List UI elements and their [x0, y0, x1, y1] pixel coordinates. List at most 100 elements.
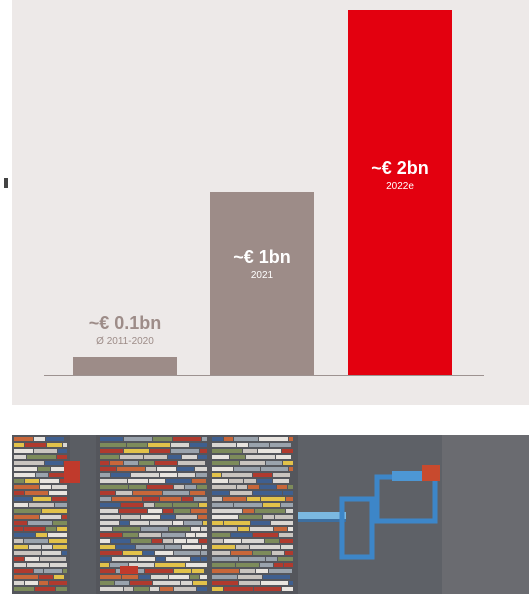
container-block	[160, 497, 181, 501]
container-block	[223, 497, 246, 501]
container-block	[200, 449, 207, 453]
container-block	[147, 485, 173, 489]
container-block	[177, 467, 194, 471]
bar-value-label-1: ~€ 1bn	[233, 246, 291, 267]
container-block	[116, 545, 135, 549]
container-block	[120, 455, 143, 459]
container-block	[263, 575, 290, 579]
container-block	[129, 485, 146, 489]
container-block	[100, 455, 119, 459]
container-block	[289, 467, 293, 471]
container-block	[212, 491, 229, 495]
container-block	[261, 581, 288, 585]
container-block	[243, 509, 254, 513]
container-block	[14, 551, 41, 555]
container-block	[143, 497, 159, 501]
container-block	[283, 461, 293, 465]
container-block	[212, 521, 223, 525]
container-block	[130, 521, 149, 525]
container-block	[247, 497, 260, 501]
container-block	[250, 545, 280, 549]
container-block	[145, 569, 173, 573]
container-block	[285, 551, 293, 555]
container-block	[112, 557, 137, 561]
container-block	[14, 557, 24, 561]
container-block	[248, 485, 259, 489]
container-block	[193, 581, 207, 585]
container-block	[176, 515, 197, 519]
container-block	[212, 449, 242, 453]
container-block	[234, 467, 260, 471]
container-block	[197, 485, 207, 489]
container-block	[139, 575, 150, 579]
container-block	[289, 437, 293, 441]
container-block	[195, 467, 207, 471]
container-block	[212, 437, 223, 441]
container-block	[186, 533, 195, 537]
container-block	[263, 515, 274, 519]
container-block	[25, 557, 39, 561]
container-block	[14, 575, 38, 579]
container-block	[100, 563, 109, 567]
container-block	[14, 497, 32, 501]
container-block	[57, 527, 67, 531]
container-block	[27, 563, 49, 567]
container-block	[14, 527, 23, 531]
container-block	[134, 587, 149, 591]
container-block	[14, 533, 35, 537]
container-block	[131, 473, 159, 477]
container-block	[139, 461, 154, 465]
container-block	[274, 563, 283, 567]
container-block	[240, 569, 255, 573]
container-block	[130, 581, 152, 585]
container-block	[29, 503, 54, 507]
container-block	[275, 515, 293, 519]
container-block	[169, 527, 190, 531]
container-block	[181, 581, 192, 585]
container-block	[63, 443, 67, 447]
container-block	[190, 491, 205, 495]
container-block	[277, 485, 287, 489]
container-block	[222, 473, 252, 477]
container-block	[46, 437, 64, 441]
container-block	[168, 455, 181, 459]
container-block	[230, 491, 252, 495]
container-block	[255, 509, 285, 513]
container-block	[100, 503, 120, 507]
container-block	[261, 497, 285, 501]
container-block	[196, 473, 207, 477]
container-block	[117, 467, 145, 471]
container-block	[212, 503, 233, 507]
container-block	[212, 443, 236, 447]
container-block	[212, 575, 237, 579]
container-block	[282, 449, 293, 453]
container-block	[14, 437, 33, 441]
container-block	[282, 587, 293, 591]
container-block	[200, 575, 207, 579]
bar-category-label-1: 2021	[250, 269, 274, 281]
container-block	[14, 467, 37, 471]
container-block	[144, 503, 154, 507]
container-block	[266, 461, 282, 465]
container-block	[202, 437, 207, 441]
container-block	[192, 479, 206, 483]
container-block	[151, 575, 168, 579]
container-block	[42, 545, 52, 549]
container-block	[288, 485, 293, 489]
container-block	[14, 449, 33, 453]
container-block	[14, 509, 41, 513]
container-block	[198, 455, 207, 459]
container-block	[14, 479, 24, 483]
container-block	[253, 551, 271, 555]
container-block	[100, 557, 111, 561]
container-block	[212, 539, 223, 543]
container-block	[260, 563, 273, 567]
container-block	[52, 485, 67, 489]
container-block	[273, 479, 289, 483]
container-block	[136, 545, 164, 549]
container-block	[234, 503, 262, 507]
container-block	[141, 527, 168, 531]
container-block	[100, 539, 110, 543]
chart-baseline	[44, 375, 484, 376]
container-block	[166, 557, 190, 561]
